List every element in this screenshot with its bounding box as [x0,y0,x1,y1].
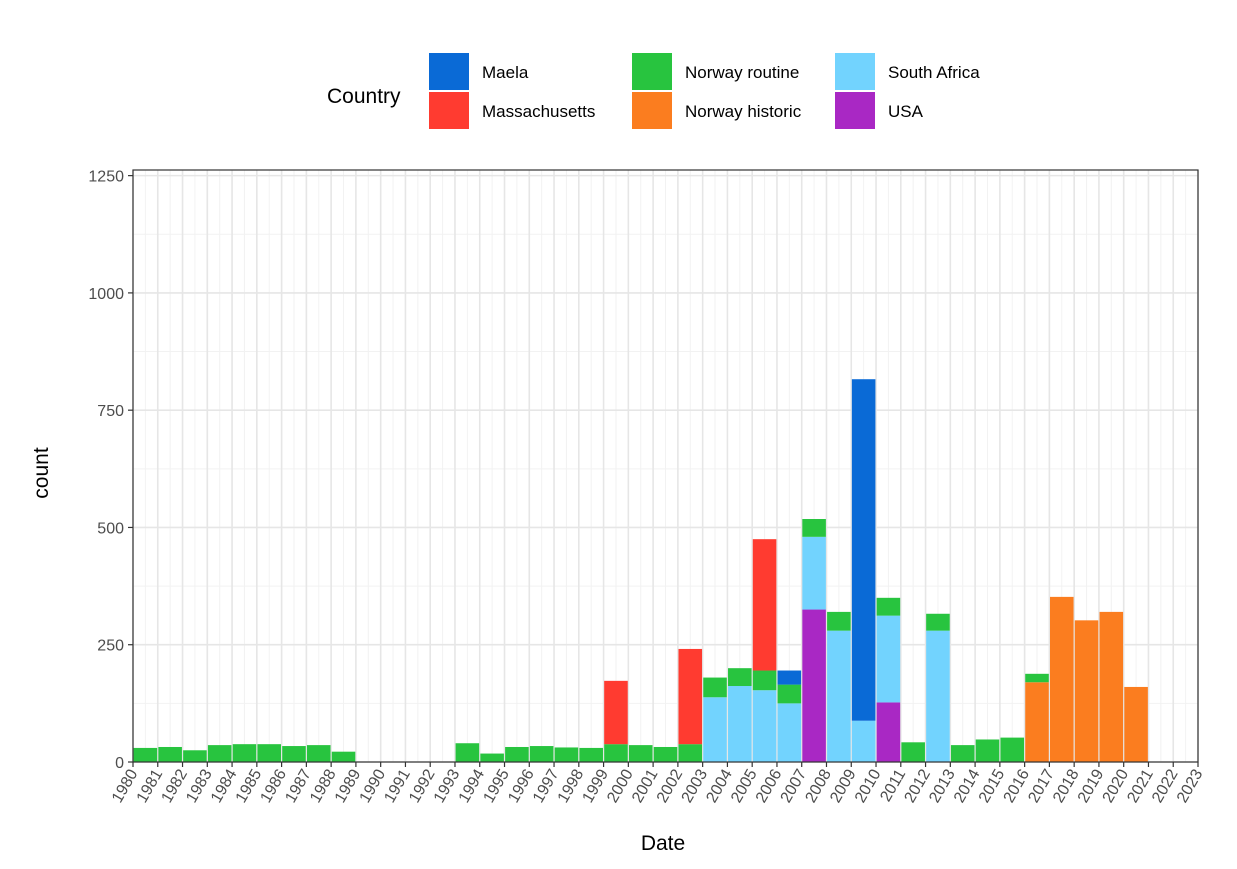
x-axis: 1980198119821983198419851986198719881989… [109,762,1207,806]
bar-south-africa-2009 [851,720,876,762]
bar-norway-routine-1983 [207,745,232,762]
bar-south-africa-2010 [876,615,901,703]
bar-norway-routine-2002 [678,744,703,762]
legend-label-south-africa: South Africa [888,63,980,82]
bar-norway-routine-1999 [604,744,628,762]
y-tick-label: 250 [97,638,124,655]
bar-massachusetts-2002 [678,648,703,745]
bar-norway-routine-1980 [133,747,158,762]
bar-norway-historic-2017 [1049,596,1074,762]
bar-norway-routine-2007 [802,519,826,537]
y-tick-label: 500 [97,520,124,537]
bar-norway-routine-1988 [331,751,356,762]
bar-norway-historic-2020 [1124,686,1148,762]
bar-maela-2006 [777,670,802,685]
x-tick-label: 2010 [852,766,885,805]
bar-norway-routine-2001 [653,746,678,762]
bar-norway-routine-2015 [1000,737,1025,762]
bar-south-africa-2005 [752,690,777,762]
bar-norway-routine-2005 [752,670,777,691]
legend-swatch-norway-routine [632,53,672,90]
legend-label-maela: Maela [482,63,529,82]
bar-south-africa-2012 [926,630,950,762]
y-axis-title: count [30,447,53,499]
legend-swatch-south-africa [835,53,875,90]
y-tick-label: 1000 [88,286,124,303]
legend-label-usa: USA [888,102,924,121]
y-tick-label: 1250 [88,169,124,186]
bar-norway-routine-1995 [505,746,529,762]
bar-norway-routine-2006 [777,684,802,704]
legend: Country Maela Massachusetts Norway routine N… [327,53,980,129]
bar-norway-routine-1982 [183,750,207,762]
bar-norway-routine-2013 [950,745,975,762]
bar-norway-routine-1998 [579,747,603,762]
bar-norway-routine-1993 [455,743,480,762]
bar-south-africa-2004 [728,686,752,762]
x-axis-title: Date [641,832,685,855]
bar-norway-routine-1984 [232,744,257,762]
legend-label-norway-historic: Norway historic [685,102,802,121]
bar-usa-2010 [876,702,901,762]
panel-border [132,169,1199,763]
bar-norway-routine-1985 [257,744,282,762]
bar-norway-routine-1987 [306,745,331,762]
bar-south-africa-2008 [827,630,851,762]
bar-norway-routine-2011 [901,742,925,762]
bar-norway-routine-1994 [480,753,504,762]
legend-swatch-norway-historic [632,92,672,129]
bar-norway-routine-2008 [827,611,851,631]
bar-norway-routine-2016 [1025,673,1049,683]
bar-norway-routine-1997 [554,747,579,762]
bar-norway-routine-2012 [926,613,950,631]
bar-norway-historic-2018 [1074,620,1099,762]
bar-norway-routine-1986 [282,746,306,762]
x-tick-label: 2023 [1174,766,1207,805]
bar-south-africa-2007 [802,536,826,610]
bar-massachusetts-2005 [752,539,777,671]
bar-maela-2009 [851,379,876,721]
bar-south-africa-2003 [703,697,727,762]
y-tick-label: 0 [115,755,124,772]
bar-norway-routine-2003 [703,677,727,698]
bar-norway-routine-1996 [529,746,554,762]
bar-massachusetts-1999 [604,680,628,745]
y-tick-label: 750 [97,403,124,420]
legend-swatch-usa [835,92,875,129]
y-axis: 0 250 500 750 1000 1250 [88,169,133,772]
bar-norway-routine-2010 [876,597,901,616]
bar-norway-routine-2014 [975,739,1000,762]
bar-norway-routine-2004 [728,668,752,687]
legend-swatch-massachusetts [429,92,469,129]
bar-norway-historic-2016 [1025,682,1049,762]
bar-norway-routine-1981 [158,746,182,762]
legend-label-norway-routine: Norway routine [685,63,799,82]
bar-norway-historic-2019 [1099,611,1124,762]
plot-area [132,169,1199,763]
legend-label-massachusetts: Massachusetts [482,102,595,121]
bar-norway-routine-2000 [628,745,653,762]
bar-usa-2007 [802,609,826,762]
legend-swatch-maela [429,53,469,90]
bar-south-africa-2006 [777,703,802,762]
legend-title: Country [327,85,401,108]
